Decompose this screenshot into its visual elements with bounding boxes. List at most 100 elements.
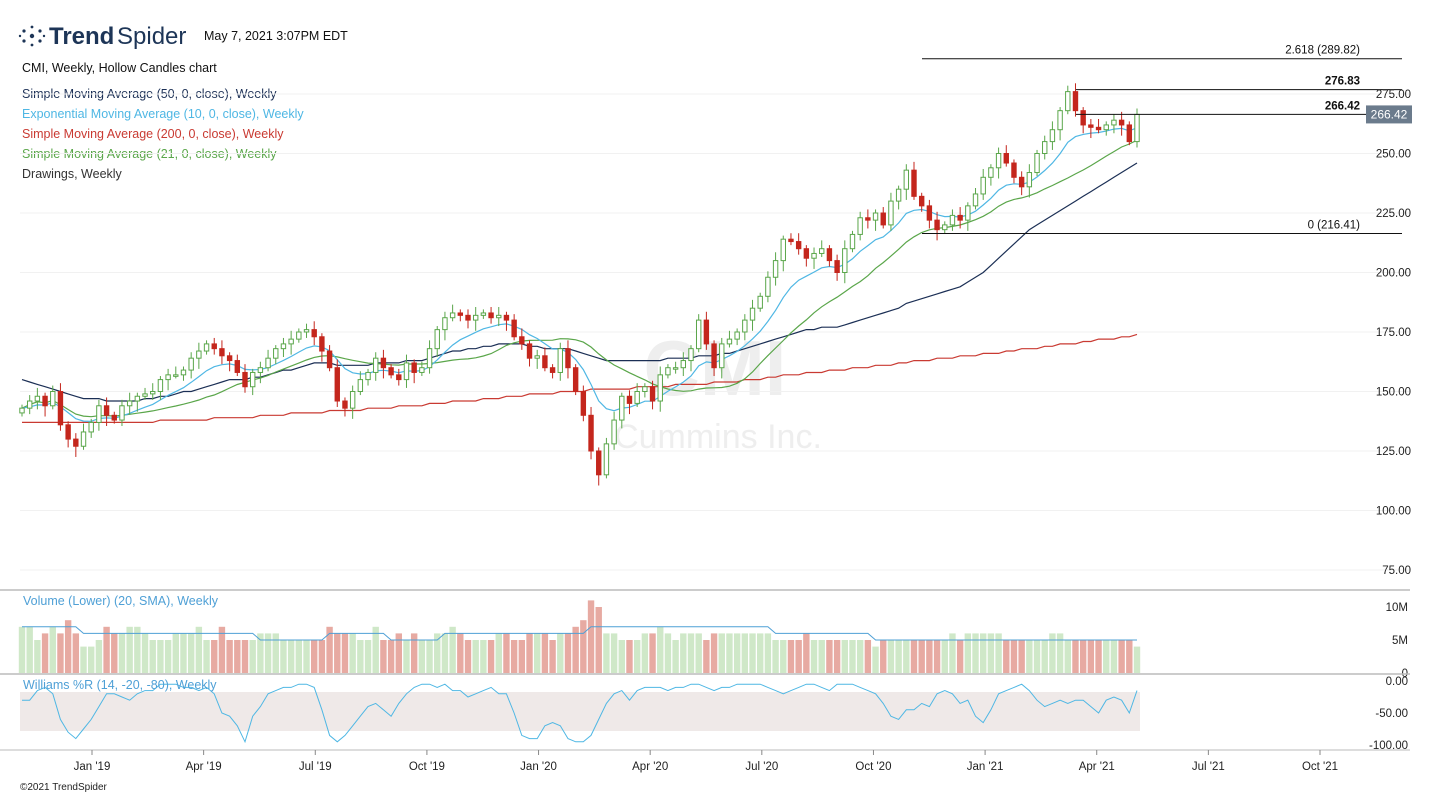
candle-body	[742, 319, 748, 333]
candle-body	[834, 260, 840, 274]
volume-bar	[303, 640, 310, 673]
candle-body	[734, 331, 740, 340]
volume-bar	[311, 640, 318, 673]
candle-body	[911, 169, 917, 197]
volume-bar	[157, 640, 164, 673]
candle	[603, 437, 610, 479]
fib-label: 0 (216.41)	[1308, 219, 1361, 231]
candle	[695, 314, 702, 353]
candle	[672, 361, 679, 374]
candle-body	[657, 374, 663, 402]
candle-body	[811, 252, 817, 259]
volume-bar	[49, 626, 56, 673]
candle-body	[519, 336, 525, 345]
volume-bar	[41, 633, 49, 673]
candle-body	[142, 393, 148, 397]
candle-body	[611, 419, 617, 445]
candle	[1057, 107, 1063, 141]
volume-bar	[864, 640, 872, 673]
candle-body	[642, 386, 648, 392]
volume-bar	[956, 640, 964, 673]
volume-bar	[764, 633, 772, 673]
candle	[534, 349, 540, 369]
candle	[303, 323, 310, 338]
candle-body	[1011, 162, 1017, 178]
volume-bar	[833, 640, 841, 673]
volume-bar	[618, 640, 625, 673]
candle	[511, 314, 517, 341]
volume-bar	[241, 640, 249, 673]
candle-body	[1088, 124, 1094, 128]
volume-bar	[80, 646, 87, 673]
candle	[211, 337, 217, 355]
candle	[219, 340, 225, 365]
candle-body	[426, 348, 433, 369]
volume-bar	[103, 626, 110, 673]
fib-drawings[interactable]: 2.618 (289.82) 276.83 266.42 0 (216.41)	[922, 45, 1402, 234]
volume-bar	[487, 640, 495, 673]
volume-bar	[926, 640, 933, 673]
candle	[349, 385, 356, 419]
volume-bar	[595, 607, 602, 673]
candle-body	[449, 312, 456, 319]
volume-bar	[180, 633, 187, 673]
candle	[273, 345, 279, 365]
legend-item: Drawings, Weekly	[22, 167, 123, 181]
time-axis[interactable]: Jan '19 Apr '19 Jul '19 Oct '19 Jan '20 Apr '…	[74, 750, 1338, 773]
candle	[526, 340, 533, 367]
volume-bar	[995, 633, 1002, 673]
candle-body	[711, 343, 717, 369]
svg-text:266.42: 266.42	[1371, 107, 1408, 121]
volume-bar	[449, 626, 456, 673]
y-tick-label: 100.00	[1376, 506, 1411, 518]
candle-body	[1042, 141, 1048, 155]
volume-bar	[126, 626, 133, 673]
williams-panel[interactable]: 0.00 -50.00 -100.00	[22, 676, 1408, 752]
candle	[572, 364, 579, 396]
legend-item: Simple Moving Average (200, 0, close), W…	[22, 127, 284, 141]
candle-body	[1034, 153, 1040, 174]
volume-tick-label: 10M	[1386, 602, 1408, 614]
candle	[296, 328, 302, 343]
candle	[849, 230, 856, 253]
candle-body	[226, 355, 233, 362]
brand-trend: Trend	[49, 23, 114, 50]
candle	[396, 368, 402, 386]
candle-body	[888, 200, 894, 226]
price-axis[interactable]: 75.00 100.00 125.00 150.00 175.00 200.00 225.0…	[1376, 89, 1411, 577]
fib-label: 276.83	[1325, 76, 1360, 88]
candle	[465, 309, 471, 329]
candle	[288, 330, 294, 355]
candle-body	[73, 438, 79, 447]
candle-body	[972, 193, 979, 207]
volume-bar	[280, 640, 287, 673]
candle	[180, 366, 187, 381]
volume-bar	[1064, 640, 1071, 673]
x-tick-label: Jul '19	[299, 761, 332, 773]
candle	[972, 188, 979, 210]
candle-body	[373, 357, 379, 373]
volume-bar	[34, 640, 41, 673]
candle	[811, 247, 817, 269]
candle-body	[572, 367, 579, 393]
candle-body	[665, 367, 671, 376]
candle	[280, 337, 287, 357]
volume-bar	[633, 640, 641, 673]
candle-body	[150, 391, 156, 395]
candle-body	[211, 343, 217, 350]
williams-tick-label: 0.00	[1386, 676, 1408, 688]
volume-bar	[918, 640, 925, 673]
candle	[880, 207, 886, 229]
candle-body	[895, 188, 902, 202]
candle	[711, 340, 717, 377]
candle	[426, 340, 433, 374]
candle	[857, 211, 863, 241]
candle	[257, 361, 264, 384]
candle-body	[1065, 91, 1071, 112]
candle-body	[173, 374, 179, 377]
candle	[1065, 85, 1071, 115]
volume-bar	[141, 633, 149, 673]
volume-bar	[257, 633, 264, 673]
